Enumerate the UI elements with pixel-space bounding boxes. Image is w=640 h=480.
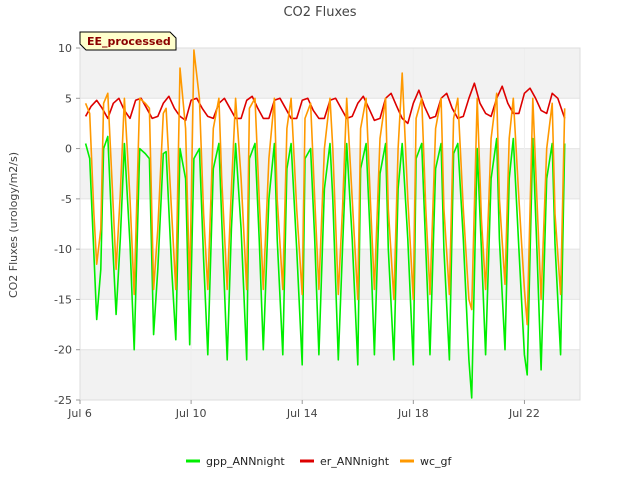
y-axis-label: CO2 Fluxes (urology/m2/s) <box>7 152 20 298</box>
y-tick-label: -5 <box>61 193 72 206</box>
plot-area-frame <box>79 47 581 401</box>
background-bands <box>80 48 580 400</box>
legend-label-wc_gf: wc_gf <box>420 455 453 468</box>
x-tick-label: Jul 18 <box>397 407 429 420</box>
legend-label-er_ANNnight: er_ANNnight <box>320 455 390 468</box>
series-lines <box>84 49 566 399</box>
x-axis-ticks: Jul 6 Jul 10 Jul 14 Jul 18 Jul 22 <box>67 400 540 420</box>
y-tick-label: -25 <box>54 394 72 407</box>
badge-text: EE_processed <box>87 35 171 48</box>
x-tick-label: Jul 6 <box>67 407 92 420</box>
y-tick-label: 0 <box>65 143 72 156</box>
background-band <box>80 349 580 400</box>
background-band <box>80 249 580 300</box>
x-tick-label: Jul 10 <box>175 407 207 420</box>
y-tick-label: -15 <box>54 293 72 306</box>
legend: gpp_ANNnight er_ANNnight wc_gf <box>186 455 453 468</box>
badge-shape <box>79 31 177 51</box>
background-band <box>80 48 580 99</box>
y-axis-ticks: -25 -20 -15 -10 -5 0 5 10 <box>54 42 80 407</box>
legend-label-gpp_ANNnight: gpp_ANNnight <box>206 455 285 468</box>
processed-badge: EE_processed <box>79 31 177 51</box>
x-tick-label: Jul 14 <box>286 407 318 420</box>
series-line-er_ANNnight <box>84 82 566 125</box>
x-tick-label: Jul 22 <box>508 407 540 420</box>
y-tick-label: -20 <box>54 344 72 357</box>
chart-title: CO2 Fluxes <box>283 5 356 20</box>
y-tick-label: -10 <box>54 243 72 256</box>
series-line-wc_gf <box>84 49 566 326</box>
y-tick-label: 5 <box>65 92 72 105</box>
y-tick-label: 10 <box>58 42 72 55</box>
series-line-gpp_ANNnight <box>84 135 566 399</box>
